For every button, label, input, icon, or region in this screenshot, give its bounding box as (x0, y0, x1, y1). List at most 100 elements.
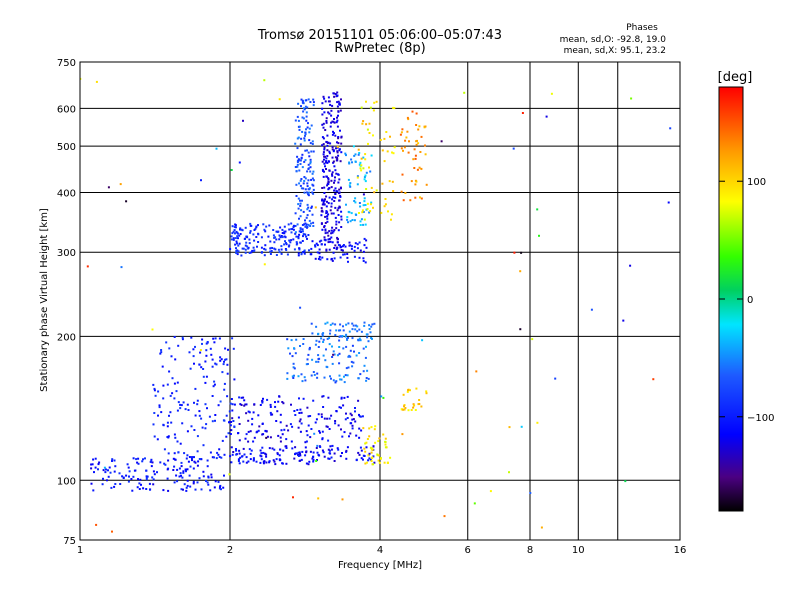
data-point (384, 441, 387, 444)
data-point (311, 191, 314, 194)
data-point (299, 227, 302, 230)
data-point (351, 365, 354, 368)
data-point (220, 456, 223, 459)
data-point (361, 211, 364, 214)
data-point (130, 478, 133, 480)
data-point (156, 471, 158, 474)
data-point (286, 372, 289, 375)
data-point (289, 241, 292, 244)
data-point (329, 452, 332, 455)
data-point (353, 219, 356, 222)
data-point (306, 214, 309, 217)
data-point (310, 428, 313, 430)
data-point (364, 462, 367, 465)
data-point (173, 336, 176, 338)
x-tick-label: 6 (465, 545, 471, 556)
data-point (299, 459, 302, 462)
data-point (351, 424, 354, 427)
data-point (119, 183, 122, 186)
data-point (211, 456, 214, 459)
y-tick-label: 75 (63, 536, 76, 547)
data-point (245, 456, 248, 459)
data-point (179, 472, 182, 475)
data-point (368, 122, 371, 125)
data-point (302, 117, 305, 120)
data-point (297, 158, 300, 161)
data-point (312, 98, 315, 101)
data-point (328, 449, 331, 452)
data-point (424, 144, 426, 147)
data-point (219, 400, 222, 403)
y-tick-label: 100 (57, 476, 76, 487)
data-point (317, 360, 320, 363)
data-point (180, 465, 183, 468)
data-point (138, 488, 141, 490)
data-point (364, 174, 367, 177)
data-point (362, 156, 365, 159)
data-point (176, 409, 179, 412)
data-point (301, 380, 304, 383)
data-point (330, 258, 333, 261)
data-point (372, 206, 374, 209)
data-point (323, 199, 326, 202)
data-point (200, 488, 203, 491)
data-point (230, 461, 233, 464)
data-point (92, 458, 95, 461)
data-point (404, 407, 407, 409)
data-point (315, 418, 318, 421)
data-point (173, 465, 176, 468)
data-point (257, 414, 260, 417)
data-point (305, 430, 308, 433)
data-point (307, 206, 310, 209)
data-point (367, 459, 370, 462)
data-point (260, 455, 263, 458)
data-point (268, 460, 271, 463)
data-point (348, 211, 351, 214)
data-point (335, 329, 338, 332)
data-point (354, 242, 357, 245)
data-point (307, 463, 310, 466)
data-point (313, 432, 316, 435)
data-point (335, 159, 338, 162)
data-point (269, 240, 272, 243)
data-point (333, 460, 336, 462)
data-point (318, 248, 321, 251)
data-point (358, 152, 361, 154)
data-point (298, 420, 301, 423)
data-point (309, 436, 312, 439)
data-point (284, 445, 287, 448)
data-point (440, 140, 443, 143)
data-point (236, 253, 239, 256)
data-point (415, 140, 418, 143)
data-point (279, 421, 282, 424)
data-point (249, 458, 252, 461)
data-point (164, 463, 167, 466)
data-point (218, 448, 221, 451)
data-point (307, 151, 310, 154)
data-point (296, 115, 299, 118)
data-point (286, 377, 289, 380)
data-point (330, 236, 333, 239)
data-point (257, 233, 260, 236)
data-point (322, 153, 325, 156)
data-point (363, 237, 366, 240)
data-point (338, 103, 341, 106)
data-point (340, 151, 343, 154)
data-point (307, 353, 310, 356)
data-point (247, 410, 250, 413)
data-point (236, 232, 239, 235)
data-point (322, 126, 325, 129)
data-point (520, 425, 523, 428)
data-point (223, 474, 225, 477)
data-point (251, 249, 254, 252)
data-point (247, 460, 250, 463)
data-point (331, 198, 334, 201)
data-point (354, 407, 356, 409)
data-point (340, 397, 343, 400)
data-point (303, 223, 305, 226)
data-point (379, 139, 382, 141)
data-point (219, 356, 222, 359)
data-point (299, 163, 302, 165)
data-point (299, 306, 302, 309)
